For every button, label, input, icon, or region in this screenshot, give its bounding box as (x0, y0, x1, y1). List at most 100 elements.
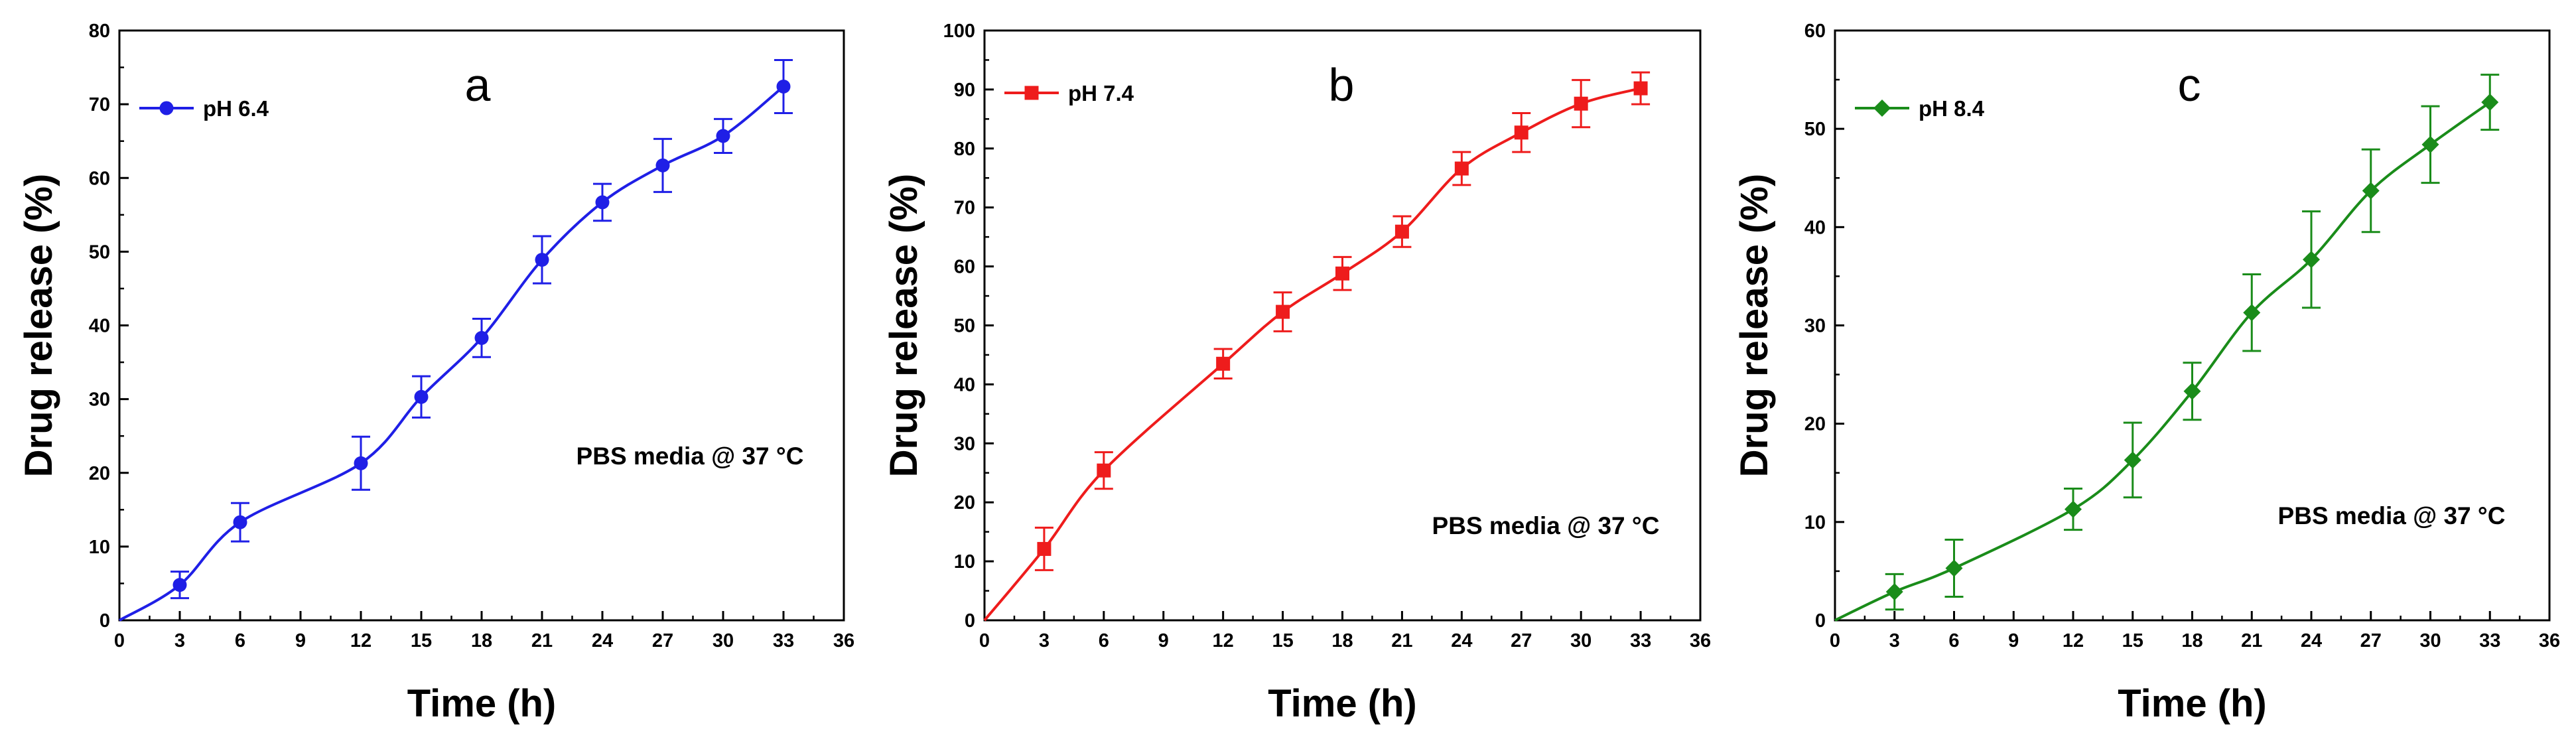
x-tick-label: 15 (2122, 630, 2143, 651)
x-tick-label: 30 (1570, 630, 1592, 651)
data-point (776, 79, 791, 94)
data-point (655, 158, 670, 172)
data-point (1574, 96, 1588, 111)
x-tick-label: 24 (2301, 630, 2322, 651)
y-tick-label: 20 (89, 463, 110, 484)
condition-annotation: PBS media @ 37 °C (2278, 502, 2506, 529)
x-tick-label: 21 (531, 630, 553, 651)
x-tick-label: 3 (1889, 630, 1900, 651)
y-tick-label: 60 (954, 257, 975, 278)
y-tick-label: 10 (954, 551, 975, 573)
x-tick-label: 6 (235, 630, 245, 651)
legend-label: pH 8.4 (1919, 96, 1985, 121)
data-point (716, 129, 730, 143)
y-tick-label: 60 (89, 168, 110, 189)
data-point (1945, 559, 1963, 577)
x-tick-label: 9 (1158, 630, 1169, 651)
legend-label: pH 7.4 (1068, 81, 1134, 105)
x-tick-label: 15 (411, 630, 432, 651)
x-axis-title: Time (h) (2118, 682, 2267, 725)
chart-panel-b: 0 3 6 9 12 15 18 21 24 27 30 33 36010203040506070809… (882, 21, 1711, 725)
y-tick-label: 50 (954, 316, 975, 337)
data-point (233, 515, 247, 529)
data-point (2243, 304, 2261, 322)
y-tick-label: 70 (89, 94, 110, 115)
y-tick-label: 60 (1804, 21, 1826, 42)
data-point (2303, 251, 2320, 269)
x-tick-label: 9 (2008, 630, 2019, 651)
data-point (1885, 583, 1903, 601)
x-tick-label: 33 (2479, 630, 2500, 651)
data-point (172, 578, 187, 592)
y-tick-label: 80 (89, 21, 110, 42)
data-point (1454, 161, 1469, 176)
condition-annotation: PBS media @ 37 °C (576, 443, 804, 470)
data-point (2481, 94, 2499, 111)
data-point (1276, 305, 1290, 319)
y-tick-label: 40 (954, 374, 975, 395)
x-tick-label: 30 (712, 630, 734, 651)
data-point (2124, 451, 2141, 469)
x-axis-title: Time (h) (407, 682, 557, 725)
y-tick-label: 30 (89, 389, 110, 411)
y-tick-label: 50 (89, 241, 110, 263)
panel-letter: c (2178, 59, 2201, 111)
data-point (354, 456, 368, 470)
x-tick-label: 9 (295, 630, 306, 651)
data-point (595, 195, 610, 210)
y-tick-label: 50 (1804, 119, 1826, 140)
x-tick-label: 33 (1630, 630, 1651, 651)
legend-label: pH 6.4 (203, 96, 269, 121)
series-line (983, 87, 1641, 622)
y-tick-label: 10 (89, 537, 110, 558)
data-point (1216, 356, 1231, 371)
legend-marker (1024, 86, 1039, 100)
panel-letter: a (465, 59, 491, 111)
x-tick-label: 24 (1451, 630, 1472, 651)
series-ph-7.4: pH 7.4 (983, 71, 1651, 622)
legend-marker (159, 101, 174, 115)
panel-letter: b (1329, 59, 1355, 111)
y-tick-label: 30 (1804, 316, 1826, 337)
chart-panel-c: 0 3 6 9 12 15 18 21 24 27 30 33 360102030405060Time … (1733, 21, 2560, 725)
y-tick-label: 20 (954, 492, 975, 513)
y-tick-label: 20 (1804, 414, 1826, 435)
y-axis-title: Drug release (%) (882, 174, 925, 478)
data-point (2065, 500, 2082, 518)
x-tick-label: 21 (1391, 630, 1412, 651)
y-tick-label: 0 (1815, 610, 1826, 632)
y-tick-label: 0 (965, 610, 975, 632)
y-axis-title: Drug release (%) (1733, 174, 1776, 478)
x-tick-label: 15 (1272, 630, 1293, 651)
data-point (2421, 135, 2439, 153)
x-tick-label: 0 (979, 630, 990, 651)
y-axis-title: Drug release (%) (17, 174, 60, 478)
series-line (118, 85, 785, 622)
x-tick-label: 3 (1039, 630, 1050, 651)
x-tick-label: 27 (652, 630, 673, 651)
x-tick-label: 0 (114, 630, 125, 651)
y-tick-label: 40 (1804, 217, 1826, 238)
data-point (1633, 81, 1648, 96)
data-point (535, 253, 549, 267)
x-tick-label: 12 (2063, 630, 2084, 651)
x-tick-label: 33 (773, 630, 794, 651)
series-ph-6.4: pH 6.4 (118, 58, 793, 622)
x-tick-label: 0 (1830, 630, 1840, 651)
x-tick-label: 18 (1331, 630, 1353, 651)
condition-annotation: PBS media @ 37 °C (1432, 512, 1660, 539)
data-point (1514, 125, 1528, 140)
x-tick-label: 36 (2539, 630, 2560, 651)
chart-panel-a: 0 3 6 9 12 15 18 21 24 27 30 33 3601020304050607080T… (17, 21, 854, 725)
x-tick-label: 12 (350, 630, 372, 651)
x-tick-label: 36 (833, 630, 854, 651)
x-tick-label: 6 (1948, 630, 1959, 651)
data-point (1335, 266, 1349, 281)
x-tick-label: 3 (174, 630, 185, 651)
data-point (2183, 382, 2201, 400)
x-tick-label: 27 (1511, 630, 1532, 651)
x-tick-label: 18 (471, 630, 492, 651)
y-tick-label: 80 (954, 139, 975, 160)
data-point (414, 389, 429, 404)
series-line (1834, 101, 2491, 622)
